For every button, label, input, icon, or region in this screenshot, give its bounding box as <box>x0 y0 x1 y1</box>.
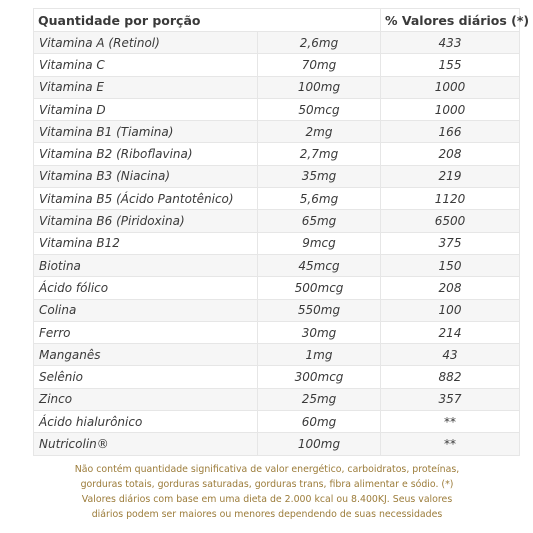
nutrient-amount: 1mg <box>257 343 381 367</box>
nutrient-name: Vitamina B12 <box>33 231 258 255</box>
nutrient-amount: 100mg <box>257 432 381 456</box>
nutrient-amount: 60mg <box>257 410 381 434</box>
daily-value-percent: 882 <box>380 365 520 389</box>
nutrient-name: Vitamina C <box>33 53 258 77</box>
table-row: Vitamina D 50mcg 1000 <box>33 97 520 122</box>
nutrient-amount: 100mg <box>257 75 381 99</box>
footnote-line: gorduras totais, gorduras saturadas, gor… <box>80 479 454 490</box>
daily-value-percent: 1120 <box>380 187 520 211</box>
nutrient-name: Colina <box>33 298 258 322</box>
table-row: Vitamina B2 (Riboflavina) 2,7mg 208 <box>33 142 520 166</box>
nutrient-name: Vitamina B2 (Riboflavina) <box>33 142 258 166</box>
nutrient-name: Vitamina A (Retinol) <box>33 30 258 55</box>
table-row: Vitamina B1 (Tiamina) 2mg 166 <box>33 120 520 144</box>
daily-value-percent: 155 <box>380 53 520 77</box>
daily-value-column-header: % Valores diários (*) <box>380 8 529 32</box>
nutrient-amount: 2,6mg <box>257 30 381 55</box>
nutrient-column-header: Quantidade por porção <box>33 8 381 32</box>
daily-value-percent: 1000 <box>380 75 520 99</box>
nutrient-amount: 45mcg <box>257 253 381 278</box>
table-row: Ácido hialurônico 60mg ** <box>33 410 520 434</box>
nutrient-amount: 9mcg <box>257 231 381 255</box>
nutrition-table: Quantidade por porção % Valores diários … <box>33 8 529 456</box>
nutrient-name: Vitamina E <box>33 75 258 99</box>
table-row: Manganês 1mg 43 <box>33 343 520 367</box>
table-row: Vitamina E 100mg 1000 <box>33 75 520 99</box>
table-row: Ferro 30mg 214 <box>33 320 520 345</box>
nutrient-amount: 2mg <box>257 120 381 144</box>
nutrient-name: Vitamina B6 (Piridoxina) <box>33 209 258 233</box>
nutrient-amount: 500mcg <box>257 276 381 300</box>
header-row: Quantidade por porção % Valores diários … <box>33 8 529 32</box>
footnote: Não contém quantidade significativa de v… <box>28 462 506 522</box>
nutrient-name: Biotina <box>33 253 258 278</box>
table-row: Vitamina B12 9mcg 375 <box>33 231 520 255</box>
daily-value-percent: 43 <box>380 343 520 367</box>
daily-value-percent: ** <box>380 410 520 434</box>
daily-value-percent: 214 <box>380 320 520 345</box>
nutrient-name: Selênio <box>33 365 258 389</box>
daily-value-percent: 208 <box>380 142 520 166</box>
nutrient-amount: 2,7mg <box>257 142 381 166</box>
daily-value-percent: ** <box>380 432 520 456</box>
table-header: Quantidade por porção % Valores diários … <box>33 8 529 32</box>
nutrient-amount: 35mg <box>257 164 381 189</box>
nutrient-amount: 25mg <box>257 387 381 412</box>
daily-value-percent: 219 <box>380 164 520 189</box>
table-row: Vitamina A (Retinol) 2,6mg 433 <box>33 30 520 55</box>
daily-value-percent: 357 <box>380 387 520 412</box>
daily-value-percent: 208 <box>380 276 520 300</box>
daily-value-percent: 166 <box>380 120 520 144</box>
table-row: Nutricolin® 100mg ** <box>33 432 520 456</box>
daily-value-percent: 150 <box>380 253 520 278</box>
nutrient-name: Vitamina B5 (Ácido Pantotênico) <box>33 187 258 211</box>
nutrient-amount: 50mcg <box>257 97 381 122</box>
nutrient-amount: 5,6mg <box>257 187 381 211</box>
footnote-line: Valores diários com base em uma dieta de… <box>81 494 453 505</box>
table-row: Selênio 300mcg 882 <box>33 365 520 389</box>
table-row: Ácido fólico 500mcg 208 <box>33 276 520 300</box>
daily-value-percent: 1000 <box>380 97 520 122</box>
nutrient-name: Vitamina B1 (Tiamina) <box>33 120 258 144</box>
table-row: Biotina 45mcg 150 <box>33 253 520 278</box>
nutrient-name: Ácido hialurônico <box>33 410 258 434</box>
nutrient-amount: 30mg <box>257 320 381 345</box>
table-row: Zinco 25mg 357 <box>33 387 520 412</box>
nutrient-amount: 550mg <box>257 298 381 322</box>
daily-value-percent: 433 <box>380 30 520 55</box>
table-row: Vitamina B5 (Ácido Pantotênico) 5,6mg 1120 <box>33 187 520 211</box>
footnote-line: Não contém quantidade significativa de v… <box>74 464 460 475</box>
daily-value-percent: 100 <box>380 298 520 322</box>
nutrient-amount: 70mg <box>257 53 381 77</box>
nutrient-name: Nutricolin® <box>33 432 258 456</box>
nutrient-name: Zinco <box>33 387 258 412</box>
nutrient-name: Ácido fólico <box>33 276 258 300</box>
nutrient-name: Vitamina B3 (Niacina) <box>33 164 258 189</box>
nutrient-name: Manganês <box>33 343 258 367</box>
nutrient-amount: 300mcg <box>257 365 381 389</box>
table-row: Vitamina B6 (Piridoxina) 65mg 6500 <box>33 209 520 233</box>
table-row: Vitamina B3 (Niacina) 35mg 219 <box>33 164 520 189</box>
footnote-line: diários podem ser maiores ou menores dep… <box>91 509 443 520</box>
table-row: Colina 550mg 100 <box>33 298 520 322</box>
daily-value-percent: 6500 <box>380 209 520 233</box>
daily-value-percent: 375 <box>380 231 520 255</box>
nutrient-amount: 65mg <box>257 209 381 233</box>
table-row: Vitamina C 70mg 155 <box>33 53 520 77</box>
nutrient-name: Ferro <box>33 320 258 345</box>
table-body: Vitamina A (Retinol) 2,6mg 433 Vitamina C 70… <box>33 30 520 456</box>
nutrient-name: Vitamina D <box>33 97 258 122</box>
